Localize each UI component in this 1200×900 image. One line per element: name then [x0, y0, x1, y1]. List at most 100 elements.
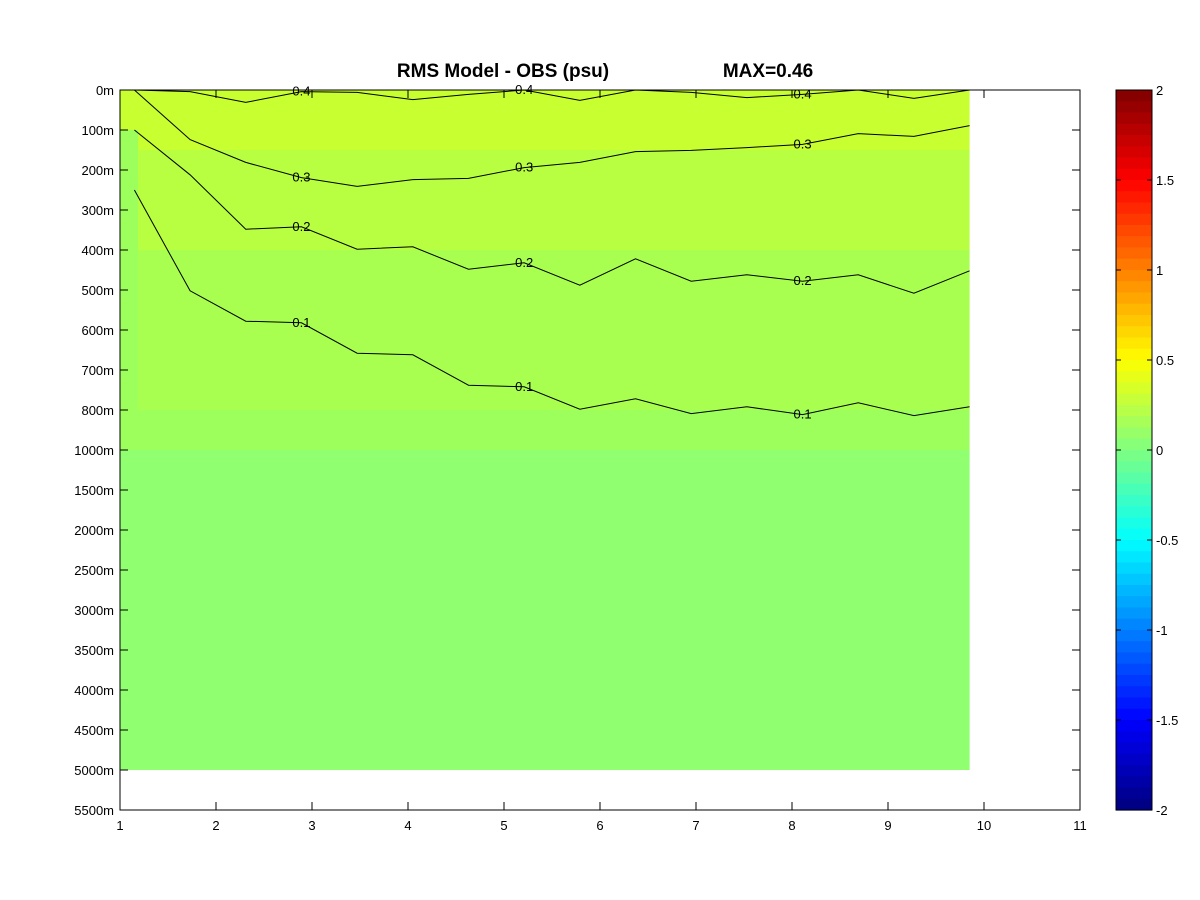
max-value-label: MAX=0.46 [723, 61, 813, 82]
x-tick-label: 8 [788, 818, 795, 833]
y-tick-label: 2500m [74, 563, 114, 578]
colorbar-swatch [1116, 450, 1152, 462]
colorbar-swatch [1116, 225, 1152, 237]
colorbar-swatch [1116, 382, 1152, 395]
contour-line [134, 89, 970, 103]
heatmap-band [120, 150, 970, 250]
colorbar-swatch [1116, 697, 1152, 710]
heatmap-band [120, 250, 970, 410]
colorbar-swatch [1116, 596, 1152, 609]
colorbar-swatch [1116, 258, 1152, 271]
colorbar-swatch [1116, 337, 1152, 350]
contour-label: 0.2 [515, 255, 533, 270]
contour-label: 0.3 [515, 160, 533, 175]
colorbar-swatch [1116, 315, 1152, 327]
colorbar-swatch [1116, 135, 1152, 147]
x-tick-label: 4 [404, 818, 411, 833]
colorbar-tick-label: 1 [1156, 263, 1163, 278]
y-tick-label: 0m [96, 83, 114, 98]
heatmap-band [120, 450, 970, 770]
colorbar-swatch [1116, 551, 1152, 564]
colorbar-swatch [1116, 202, 1152, 215]
contour-label: 0.4 [794, 86, 812, 101]
y-tick-label: 300m [81, 203, 114, 218]
colorbar-swatch [1116, 765, 1152, 777]
colorbar-swatch [1116, 720, 1152, 732]
y-tick-label: 5500m [74, 803, 114, 818]
contour-label: 0.4 [292, 84, 310, 99]
contour-lines [133, 89, 970, 417]
colorbar-swatch [1116, 540, 1152, 552]
colorbar-swatch [1116, 607, 1152, 620]
colorbar-swatch [1116, 438, 1152, 451]
x-tick-label: 6 [596, 818, 603, 833]
y-tick-label: 4500m [74, 723, 114, 738]
colorbar-swatch [1116, 798, 1152, 811]
colorbar-swatch [1116, 573, 1152, 586]
colorbar: 2 1.5 1 0.5 0 -0.5 -1 -1.5 -2 [1115, 83, 1178, 818]
heatmap-fill [120, 90, 970, 770]
colorbar-swatch [1116, 731, 1152, 744]
colorbar-swatch [1116, 753, 1152, 766]
y-tick-label: 500m [81, 283, 114, 298]
colorbar-swatch [1116, 191, 1152, 204]
colorbar-swatch [1116, 270, 1152, 282]
colorbar-swatch [1116, 742, 1152, 755]
y-tick-label: 3000m [74, 603, 114, 618]
colorbar-tick-label: 2 [1156, 83, 1163, 98]
colorbar-tick-label: 0.5 [1156, 353, 1174, 368]
x-tick-label: 10 [977, 818, 991, 833]
y-tick-label: 200m [81, 163, 114, 178]
colorbar-swatch [1116, 585, 1152, 597]
colorbar-swatch [1116, 427, 1152, 440]
colorbar-tick-label: 0 [1156, 443, 1163, 458]
x-tick-label: 1 [116, 818, 123, 833]
colorbar-swatch [1116, 495, 1152, 507]
colorbar-swatch [1116, 461, 1152, 474]
y-axis: 0m 100m 200m 300m 400m 500m 600m 700m 800m 1000m 1… [74, 83, 1080, 818]
colorbar-swatch [1116, 180, 1152, 192]
colorbar-swatch [1116, 123, 1152, 136]
colorbar-swatch [1116, 90, 1152, 102]
colorbar-swatch [1116, 360, 1152, 372]
contour-labels: 0.4 0.4 0.40.30.30.30.20.20.20.10.10.1 [292, 82, 811, 422]
contour-label: 0.1 [292, 315, 310, 330]
heatmap-band [120, 90, 970, 150]
contour-label: 0.3 [794, 136, 812, 151]
colorbar-swatch [1116, 618, 1152, 631]
colorbar-swatch [1116, 562, 1152, 575]
colorbar-swatch [1116, 787, 1152, 800]
colorbar-swatch [1116, 146, 1152, 159]
contour-label: 0.1 [794, 407, 812, 422]
colorbar-tick-label: 1.5 [1156, 173, 1174, 188]
x-tick-label: 9 [884, 818, 891, 833]
colorbar-swatch [1116, 303, 1152, 316]
y-tick-label: 5000m [74, 763, 114, 778]
colorbar-tick-label: -0.5 [1156, 533, 1178, 548]
y-tick-label: 4000m [74, 683, 114, 698]
contour-label: 0.1 [515, 379, 533, 394]
y-tick-label: 2000m [74, 523, 114, 538]
colorbar-swatch [1116, 506, 1152, 519]
colorbar-tick-label: -2 [1156, 803, 1168, 818]
colorbar-swatch [1116, 281, 1152, 294]
heatmap-band [120, 410, 970, 450]
colorbar-swatch [1116, 168, 1152, 181]
colorbar-swatch [1116, 528, 1152, 541]
x-tick-label: 3 [308, 818, 315, 833]
colorbar-swatch [1116, 236, 1152, 249]
colorbar-swatch [1116, 393, 1152, 406]
y-tick-label: 1500m [74, 483, 114, 498]
y-tick-label: 800m [81, 403, 114, 418]
colorbar-swatch [1116, 292, 1152, 305]
contour-label: 0.3 [292, 170, 310, 185]
y-tick-label: 100m [81, 123, 114, 138]
x-tick-label: 7 [692, 818, 699, 833]
colorbar-swatch [1116, 405, 1152, 417]
x-axis: 1 2 3 4 5 6 7 8 9 10 11 [116, 90, 1087, 833]
colorbar-swatch [1116, 708, 1152, 721]
contour-line [134, 129, 970, 294]
colorbar-swatch [1116, 326, 1152, 339]
colorbar-swatch [1116, 157, 1152, 170]
